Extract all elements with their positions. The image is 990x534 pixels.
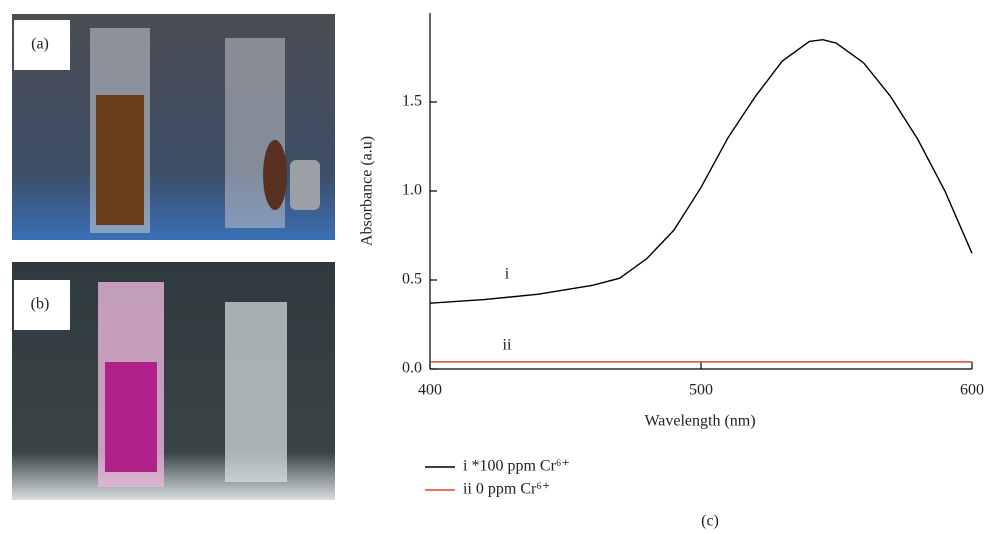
- y-tick-label: 0.0: [402, 360, 422, 377]
- panel-label: (a): [31, 36, 49, 53]
- photo-a: (a): [12, 14, 335, 240]
- y-tick-label: 1.0: [402, 182, 422, 199]
- y-axis-label: Absorbance (a.u): [359, 136, 376, 246]
- photo-b: (b): [12, 262, 335, 500]
- y-tick-label: 0.5: [402, 271, 422, 288]
- x-tick-label: 500: [689, 382, 713, 399]
- y-tick-label: 1.5: [402, 93, 422, 110]
- annotation: i: [505, 266, 510, 283]
- legend-label: ii 0 ppm Cr⁶⁺: [463, 481, 550, 498]
- caption: (c): [701, 513, 719, 530]
- series-line: [429, 38, 973, 304]
- legend-label: i *100 ppm Cr⁶⁺: [463, 458, 570, 475]
- x-tick-label: 600: [960, 382, 984, 399]
- panel-label: (b): [31, 296, 50, 313]
- x-axis-label: Wavelength (nm): [644, 413, 755, 430]
- x-tick-label: 400: [418, 382, 442, 399]
- annotation: ii: [503, 337, 512, 354]
